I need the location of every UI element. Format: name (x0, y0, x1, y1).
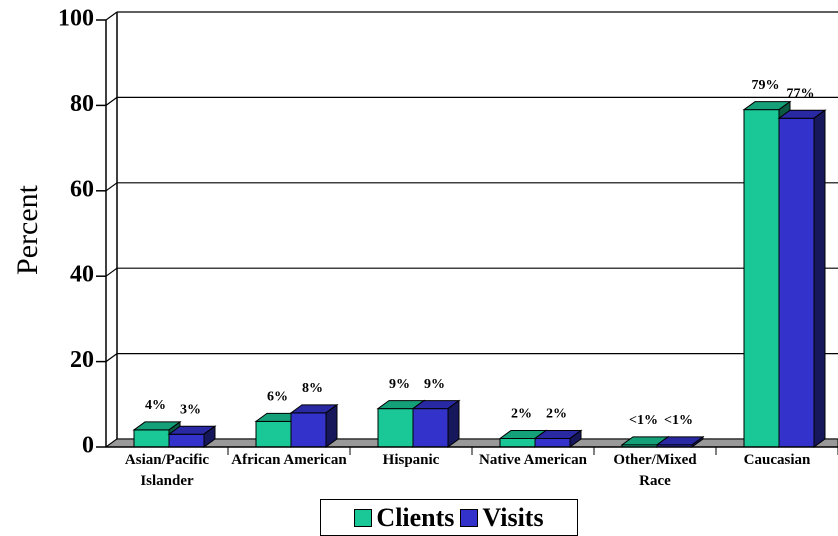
value-label: 79% (752, 78, 780, 93)
bar-side (447, 399, 460, 448)
legend-label: Visits (482, 502, 544, 532)
bar-side (813, 109, 826, 448)
bar-front (743, 109, 780, 448)
bar-front (499, 437, 536, 448)
value-label: 9% (389, 377, 410, 392)
y-tick-label: 100 (58, 6, 94, 32)
bar-side (691, 435, 704, 448)
bar-front (412, 408, 449, 448)
bar (533, 429, 583, 448)
y-tick-label: 20 (70, 347, 94, 373)
y-axis-label: Percent (11, 184, 44, 275)
bar (289, 403, 339, 448)
bar-side (569, 429, 582, 448)
legend: Clients Visits (320, 499, 578, 536)
bar-front (534, 437, 571, 448)
x-tick-label: African American (231, 452, 347, 468)
value-label: <1% (664, 413, 693, 428)
x-tick-label: Other/Mixed Race (613, 452, 697, 489)
y-tick-label: 80 (70, 91, 94, 117)
bar-side (203, 425, 216, 448)
legend-item: Clients (354, 503, 454, 533)
x-tick-label: Caucasian (743, 452, 811, 468)
x-tick-label: Native American (479, 452, 587, 468)
grid-line-side (105, 267, 118, 277)
bar-front (377, 408, 414, 448)
grid-line-side (105, 182, 118, 192)
value-label: 8% (302, 381, 323, 396)
legend-swatch (460, 508, 479, 527)
bar-front (778, 117, 815, 448)
bar-front (133, 429, 170, 448)
bar-front (168, 433, 205, 448)
value-label: 6% (267, 390, 288, 405)
grid-line-side (105, 353, 118, 363)
grid-line-side (105, 11, 118, 21)
floor (104, 438, 838, 448)
value-label: 3% (180, 402, 201, 417)
bar-side (325, 403, 338, 448)
x-tick-label: Asian/Pacific Islander (124, 452, 210, 489)
y-tick-label: 0 (82, 433, 94, 459)
y-tick-label: 60 (70, 176, 94, 202)
legend-item: Visits (460, 502, 544, 533)
bar (411, 399, 461, 448)
value-label: 9% (424, 377, 445, 392)
value-label: 2% (511, 407, 532, 422)
bar (167, 425, 217, 448)
value-label: <1% (629, 413, 658, 428)
bar-front (255, 420, 292, 448)
value-label: 2% (546, 407, 567, 422)
y-tick-label: 40 (70, 262, 94, 288)
x-tick-label: Hispanic (382, 452, 440, 468)
grid-line-side (105, 96, 118, 106)
bar (777, 109, 827, 448)
bar-front (290, 412, 327, 448)
legend-swatch (354, 508, 373, 527)
value-label: 4% (145, 398, 166, 413)
value-label: 77% (787, 86, 815, 101)
legend-label: Clients (376, 502, 455, 532)
